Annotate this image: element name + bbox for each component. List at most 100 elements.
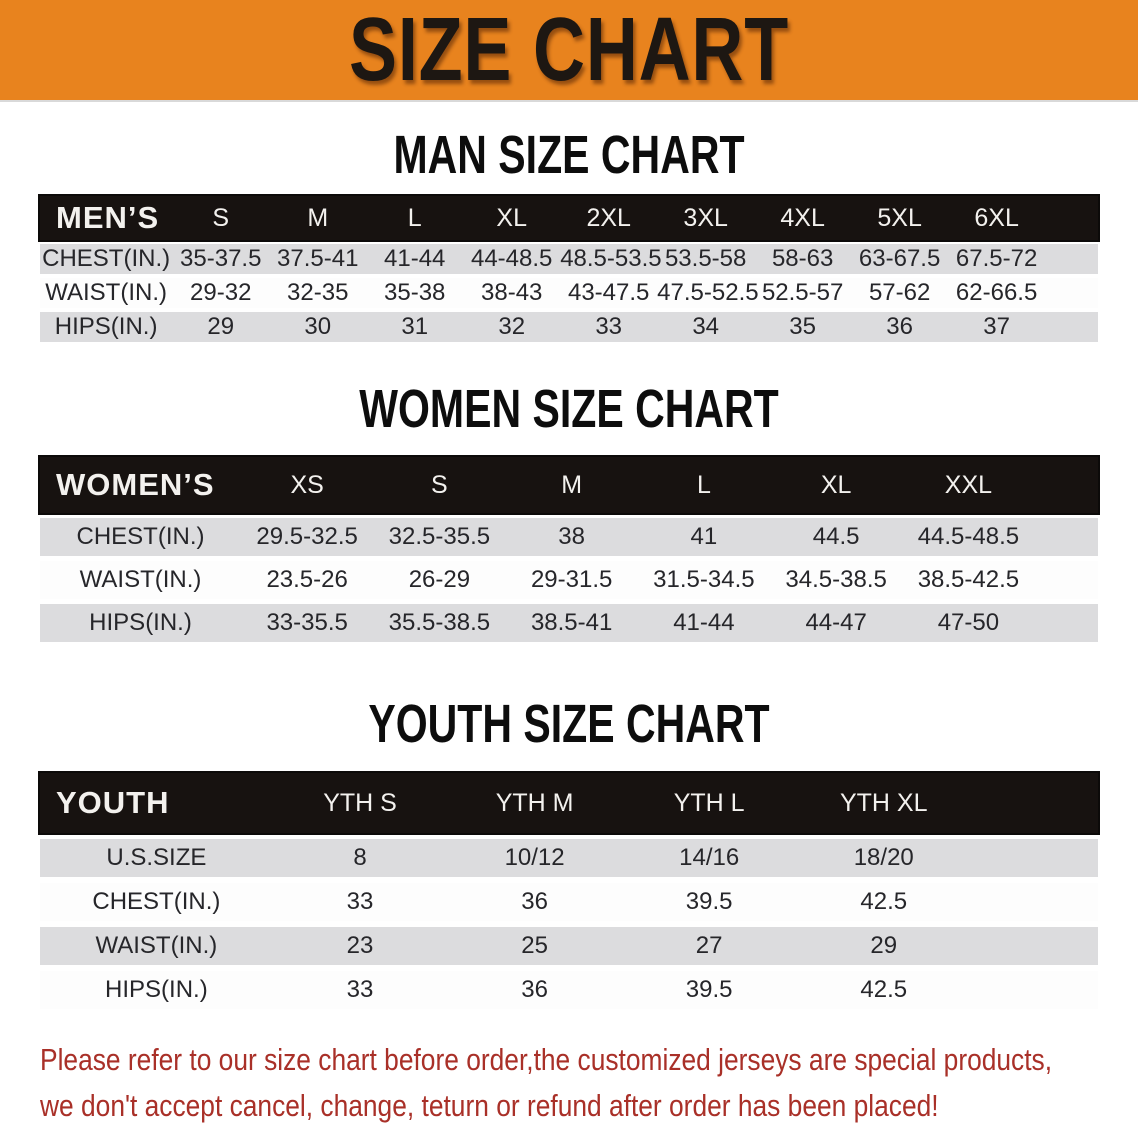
table-group-label: YOUTH xyxy=(56,785,170,820)
size-value: 44-47 xyxy=(805,609,867,636)
size-value: 58-63 xyxy=(771,245,834,272)
column-header: L xyxy=(407,203,422,232)
womens-size-table: WOMEN’S XS S M L XL XXL CHEST(IN.) 29.5-32.5 32.5… xyxy=(40,452,1098,647)
size-value: 38.5-41 xyxy=(530,609,613,636)
size-value: 57-62 xyxy=(868,279,931,306)
column-header: 2XL xyxy=(586,203,631,232)
row-label: HIPS(IN.) xyxy=(105,976,208,1003)
size-value: 36 xyxy=(886,313,913,340)
size-value: 29 xyxy=(870,932,898,959)
spacer-cell xyxy=(1035,604,1098,642)
size-value: 10/12 xyxy=(504,844,565,871)
youth-size-table: YOUTH YTH S YTH M YTH L YTH XL U.S.SIZE 8 10/12… xyxy=(40,767,1098,1015)
row-label: CHEST(IN.) xyxy=(76,523,205,550)
table-row: HIPS(IN.) 33-35.5 35.5-38.5 38.5-41 41-44 44-… xyxy=(40,604,1098,642)
row-label: WAIST(IN.) xyxy=(45,279,167,306)
spacer-cell xyxy=(971,927,1098,965)
size-value: 32 xyxy=(498,313,526,340)
size-value: 43-47.5 xyxy=(567,279,650,306)
spacer-cell xyxy=(971,883,1098,921)
row-label: HIPS(IN.) xyxy=(89,609,192,636)
size-value: 23 xyxy=(346,932,374,959)
size-value: 35-37.5 xyxy=(180,245,262,272)
size-value: 62-66.5 xyxy=(955,279,1038,306)
size-value: 32-35 xyxy=(287,279,349,306)
column-header: 3XL xyxy=(683,203,728,232)
size-value: 35-38 xyxy=(384,279,446,306)
size-value: 44.5-48.5 xyxy=(917,523,1020,550)
man-size-heading: MAN SIZE CHART xyxy=(393,125,745,185)
size-value: 33-35.5 xyxy=(266,609,348,636)
size-value: 37 xyxy=(983,313,1010,340)
size-value: 29.5-32.5 xyxy=(256,523,358,550)
women-size-heading: WOMEN SIZE CHART xyxy=(359,379,779,439)
size-value: 42.5 xyxy=(860,888,908,915)
size-value: 48.5-53.5 xyxy=(560,245,662,272)
spacer-cell xyxy=(1035,457,1098,513)
size-value: 18/20 xyxy=(853,844,914,871)
size-value: 36 xyxy=(521,976,548,1003)
size-value: 31 xyxy=(401,313,429,340)
table-row: CHEST(IN.) 35-37.5 37.5-41 41-44 44-48.5 48.5… xyxy=(40,244,1098,274)
mens-size-table: MEN’S S M L XL 2XL 3XL 4XL 5XL 6XL CHEST(IN.) 35-37… xyxy=(40,192,1098,346)
man-size-section: MAN SIZE CHART MEN’S S M L XL 2XL 3XL 4XL 5XL 6XL… xyxy=(0,128,1138,346)
spacer-cell xyxy=(1045,312,1098,342)
spacer-cell xyxy=(971,839,1098,877)
size-value: 39.5 xyxy=(685,888,733,915)
women-size-section: WOMEN SIZE CHART WOMEN’S XS S M L XL XXL CHEST(… xyxy=(0,382,1138,647)
table-row: HIPS(IN.) 33 36 39.5 42.5 xyxy=(40,971,1098,1009)
column-header: XL xyxy=(820,470,852,499)
table-header-row: MEN’S S M L XL 2XL 3XL 4XL 5XL 6XL xyxy=(40,196,1098,240)
size-value: 8 xyxy=(353,844,367,871)
table-row: HIPS(IN.) 29 30 31 32 33 34 35 36 37 xyxy=(40,312,1098,342)
column-header: S xyxy=(431,470,448,499)
row-label: WAIST(IN.) xyxy=(95,932,218,959)
table-group-label: WOMEN’S xyxy=(56,467,215,502)
column-header: YTH M xyxy=(495,788,574,817)
size-value: 53.5-58 xyxy=(664,245,747,272)
column-header: XS xyxy=(290,470,324,499)
column-header: YTH XL xyxy=(839,788,928,817)
table-row: WAIST(IN.) 29-32 32-35 35-38 38-43 43-47.5 47.… xyxy=(40,278,1098,308)
size-value: 23.5-26 xyxy=(266,566,348,593)
banner-title: SIZE CHART xyxy=(349,0,789,100)
size-value: 47-50 xyxy=(937,609,1000,636)
table-row: WAIST(IN.) 23 25 27 29 xyxy=(40,927,1098,965)
banner: SIZE CHART xyxy=(0,0,1138,102)
column-header: L xyxy=(696,470,711,499)
size-value: 63-67.5 xyxy=(858,245,941,272)
size-value: 39.5 xyxy=(685,976,733,1003)
size-value: 34 xyxy=(692,313,720,340)
size-value: 34.5-38.5 xyxy=(785,566,887,593)
column-header: XL xyxy=(496,203,527,232)
size-value: 44.5 xyxy=(812,523,860,550)
table-header-row: WOMEN’S XS S M L XL XXL xyxy=(40,457,1098,513)
size-value: 41-44 xyxy=(384,245,446,272)
column-header: 5XL xyxy=(877,203,922,232)
youth-size-section: YOUTH SIZE CHART YOUTH YTH S YTH M YTH L YTH… xyxy=(0,697,1138,1015)
size-value: 25 xyxy=(521,932,548,959)
disclaimer-note: Please refer to our size chart before or… xyxy=(40,1037,1053,1129)
size-value: 41 xyxy=(690,523,718,550)
spacer-cell xyxy=(971,773,1098,833)
size-value: 29-31.5 xyxy=(530,566,613,593)
size-value: 33 xyxy=(346,888,374,915)
size-value: 37.5-41 xyxy=(277,245,359,272)
disclaimer-line-2: we don't accept cancel, change, teturn o… xyxy=(40,1087,939,1123)
size-value: 36 xyxy=(521,888,548,915)
size-value: 30 xyxy=(304,313,332,340)
size-value: 29-32 xyxy=(190,279,252,306)
spacer-cell xyxy=(1045,244,1098,274)
disclaimer-line-1: Please refer to our size chart before or… xyxy=(40,1042,1053,1077)
size-value: 44-48.5 xyxy=(470,245,553,272)
table-header-row: YOUTH YTH S YTH M YTH L YTH XL xyxy=(40,773,1098,833)
size-value: 38-43 xyxy=(481,279,543,306)
column-header: YTH S xyxy=(323,788,397,817)
size-value: 31.5-34.5 xyxy=(653,566,755,593)
table-row: CHEST(IN.) 29.5-32.5 32.5-35.5 38 41 44.5 44.5… xyxy=(40,518,1098,556)
size-value: 35.5-38.5 xyxy=(388,609,491,636)
table-row: CHEST(IN.) 33 36 39.5 42.5 xyxy=(40,883,1098,921)
column-header: M xyxy=(561,470,583,499)
size-value: 35 xyxy=(789,313,816,340)
